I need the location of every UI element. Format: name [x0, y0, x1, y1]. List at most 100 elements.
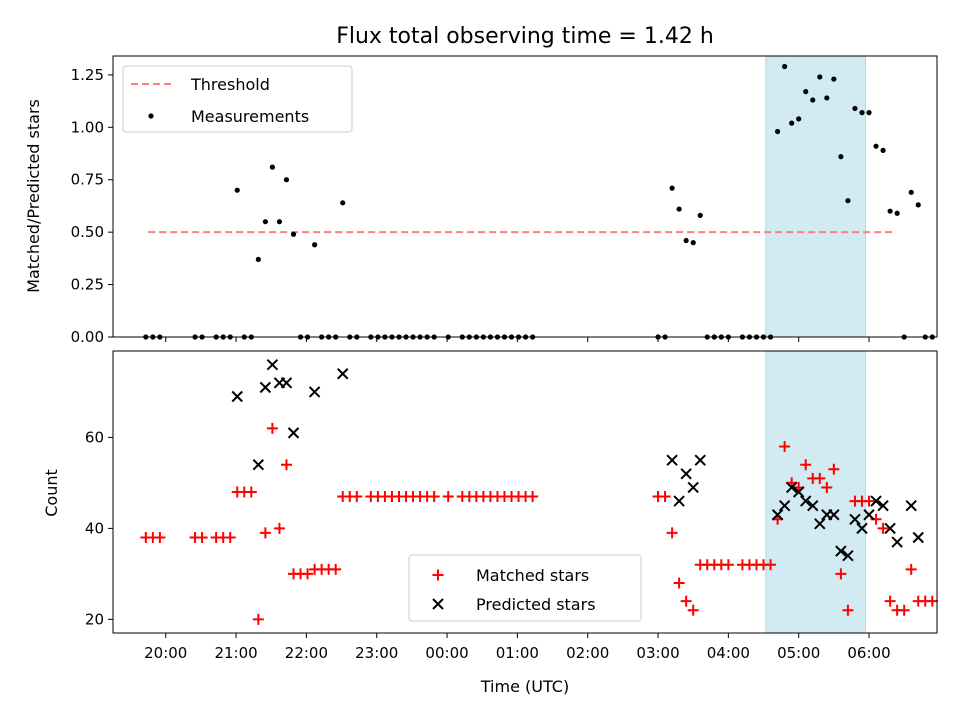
top-y-tick-label: 0.25: [71, 276, 104, 294]
matched-stars-point: [800, 459, 812, 471]
matched-stars-point: [273, 522, 285, 534]
matched-stars-point: [821, 481, 833, 493]
matched-stars-point: [266, 422, 278, 434]
top-legend-box: [122, 65, 353, 133]
measurement-point: [269, 164, 276, 170]
matched-stars-point: [330, 563, 342, 575]
threshold-legend-label: Threshold: [190, 75, 270, 94]
matched-stars-point: [722, 559, 734, 571]
predicted-stars-point: [863, 509, 875, 521]
measurement-point: [690, 240, 696, 246]
measurement-point: [810, 97, 816, 103]
matched-stars-point: [905, 563, 917, 575]
x-axis-label: Time (UTC): [480, 677, 569, 696]
measurement-point: [789, 120, 795, 126]
matched-stars-point: [280, 459, 292, 471]
top-y-axis-label: Matched/Predicted stars: [24, 99, 43, 293]
predicted-stars-point: [771, 509, 784, 521]
predicted-stars-point: [337, 368, 349, 380]
top-y-tick-label: 0.00: [71, 328, 104, 346]
x-tick-label: 02:00: [566, 644, 609, 662]
matched-stars-point: [680, 595, 692, 607]
predicted-stars-point: [694, 454, 706, 466]
x-tick-label: 04:00: [707, 644, 750, 662]
bottom-series-predicted-stars: [231, 358, 924, 562]
matched-stars-point: [863, 495, 875, 507]
predicted-stars-point: [870, 495, 882, 507]
matched-stars-point: [527, 491, 539, 503]
x-tick-label: 00:00: [425, 644, 468, 662]
measurement-point: [831, 76, 837, 82]
predicted-stars-point: [687, 481, 699, 494]
bottom-legend: Matched stars Predicted stars: [408, 554, 642, 622]
measurement-point: [894, 210, 900, 216]
predicted-stars-point: [856, 522, 868, 535]
bottom-y-axis-label: Count: [42, 469, 61, 517]
x-tick-label: 01:00: [496, 644, 539, 662]
predicted-stars-point: [800, 495, 812, 507]
predicted-stars-point: [835, 545, 847, 557]
bottom-highlight-span: [765, 350, 867, 634]
predicted-stars-point: [252, 459, 265, 471]
matched-stars-point: [428, 491, 440, 503]
predicted-stars-point: [912, 531, 924, 544]
top-y-tick-label: 0.75: [71, 171, 104, 189]
matched-stars-point: [779, 441, 791, 453]
predicted-stars-point: [807, 499, 819, 512]
x-tick-label: 03:00: [636, 644, 679, 662]
top-highlight-span: [765, 55, 867, 338]
measurement-point: [817, 74, 823, 80]
matched-stars-point: [835, 568, 847, 580]
bottom-series-matched-stars: [140, 422, 938, 625]
measurement-point: [845, 198, 851, 204]
matched-stars-point: [687, 604, 699, 616]
matched-stars-point: [245, 486, 257, 498]
bottom-y-tick-label: 60: [85, 428, 104, 446]
top-plot: 0.00 0.25 0.50 0.75 1.00 1.25 Threshold Measure…: [71, 55, 938, 346]
measurement-point: [782, 63, 788, 70]
bottom-legend-box: [408, 554, 642, 622]
measurement-point: [908, 189, 914, 195]
matched-stars-legend-label: Matched stars: [476, 566, 589, 585]
predicted-stars-point: [891, 536, 903, 548]
matched-stars-point: [196, 531, 208, 543]
matched-stars-point: [842, 604, 854, 616]
measurement-point: [683, 237, 689, 244]
measurement-point: [852, 105, 858, 112]
top-y-tick-label: 1.00: [71, 118, 104, 136]
predicted-stars-point: [266, 358, 279, 371]
predicted-stars-point: [849, 513, 861, 525]
predicted-stars-point: [884, 522, 896, 535]
matched-stars-point: [673, 577, 685, 589]
predicted-stars-point: [680, 468, 692, 480]
measurement-point: [276, 219, 283, 225]
x-tick-label: 05:00: [777, 644, 820, 662]
measurement-point: [880, 147, 886, 153]
predicted-stars-point: [280, 377, 293, 389]
matched-stars-point: [252, 613, 264, 625]
bottom-plot-frame: [112, 350, 938, 634]
measurement-point: [283, 177, 290, 183]
measurement-point: [774, 128, 781, 135]
predicted-stars-point: [828, 509, 840, 521]
top-y-tick-label: 0.50: [71, 223, 104, 241]
predicted-stars-point: [308, 386, 321, 398]
measurement-point: [290, 231, 297, 237]
measurement-point: [262, 219, 268, 225]
predicted-stars-legend-swatch: [432, 598, 444, 610]
measurement-point: [838, 154, 844, 160]
x-tick-label: 22:00: [285, 644, 328, 662]
bottom-y-tick-label: 40: [85, 519, 104, 537]
matched-stars-point: [765, 559, 777, 571]
predicted-stars-point: [905, 499, 917, 512]
measurement-point: [312, 242, 318, 248]
measurement-point: [887, 208, 893, 214]
predicted-stars-point: [877, 499, 889, 512]
measurement-point: [340, 200, 346, 206]
measurements-legend-label: Measurements: [191, 107, 309, 126]
matched-stars-point: [666, 527, 678, 539]
predicted-stars-point: [231, 390, 243, 403]
matched-stars-point: [154, 531, 166, 543]
matched-stars-point: [828, 463, 840, 475]
